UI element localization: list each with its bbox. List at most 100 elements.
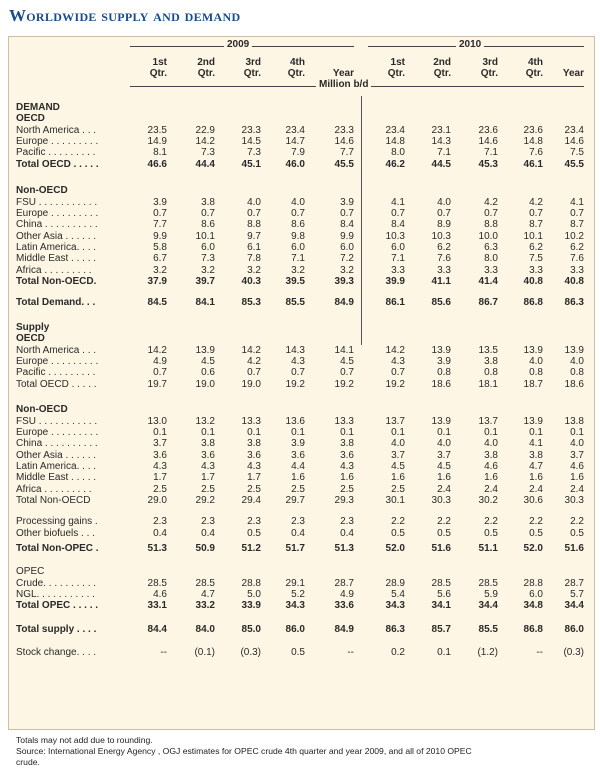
table-cell: 3.8 <box>201 438 215 449</box>
table-cell: 30.6 <box>523 495 543 506</box>
table-cell: 5.6 <box>437 589 451 600</box>
table-cell: 8.8 <box>247 219 261 230</box>
table-cell: 4.9 <box>153 356 167 367</box>
table-row: FSU . . . . . . . . . . . 3.9 3.8 4.0 4.0 3.9… <box>0 197 600 208</box>
column-header: Year <box>310 57 354 79</box>
table-cell: 0.1 <box>437 647 451 658</box>
table-cell: 14.6 <box>478 136 498 147</box>
table-cell: 51.1 <box>478 543 498 554</box>
table-cell: 1.6 <box>437 472 451 483</box>
row-label: Crude. . . . . . . . . . <box>16 578 97 589</box>
row-label: Total Non-OPEC . <box>16 543 99 554</box>
table-cell: 13.9 <box>195 345 215 356</box>
table-cell: 30.2 <box>478 495 498 506</box>
table-row: Other Asia . . . . . . 9.9 10.1 9.7 9.8 9.9 10… <box>0 231 600 242</box>
table-cell: 46.6 <box>147 159 167 170</box>
table-cell: 0.2 <box>391 647 405 658</box>
table-cell: 7.3 <box>201 147 215 158</box>
year-label: 2010 <box>456 39 485 50</box>
table-cell: 0.4 <box>201 528 215 539</box>
table-cell: 41.1 <box>431 276 451 287</box>
table-cell: 4.0 <box>529 356 543 367</box>
table-cell: 9.9 <box>340 231 354 242</box>
table-cell: 0.7 <box>291 367 305 378</box>
table-cell: 4.3 <box>391 356 405 367</box>
table-row: Europe . . . . . . . . . 14.9 14.2 14.5 14.7… <box>0 136 600 147</box>
table-cell: 34.1 <box>431 600 451 611</box>
table-cell: -- <box>536 647 543 658</box>
table-cell: 85.5 <box>478 624 498 635</box>
row-label: Pacific . . . . . . . . . <box>16 147 96 158</box>
row-label: China . . . . . . . . . . <box>16 438 98 449</box>
year-header-2009: 2009 <box>130 39 354 52</box>
table-cell: 4.1 <box>529 438 543 449</box>
table-cell: 4.6 <box>484 461 498 472</box>
table-cell: 2.4 <box>437 484 451 495</box>
table-cell: 3.9 <box>153 197 167 208</box>
table-cell: 0.5 <box>570 528 584 539</box>
row-label: Europe . . . . . . . . . <box>16 136 99 147</box>
table-cell: 6.0 <box>201 242 215 253</box>
table-cell: 1.6 <box>291 472 305 483</box>
column-header-line2: Qtr. <box>149 68 167 79</box>
table-cell: 14.6 <box>334 136 354 147</box>
table-cell: 14.5 <box>241 136 261 147</box>
table-cell: 22.9 <box>195 125 215 136</box>
table-cell: 3.8 <box>484 450 498 461</box>
table-cell: 3.3 <box>437 265 451 276</box>
table-cell: 86.0 <box>285 624 305 635</box>
row-label: DEMAND <box>16 102 60 113</box>
table-cell: 0.1 <box>201 427 215 438</box>
table-cell: 0.1 <box>340 427 354 438</box>
column-header: 1st Qtr. <box>361 57 405 79</box>
table-cell: 28.8 <box>241 578 261 589</box>
table-cell: 3.6 <box>340 450 354 461</box>
table-cell: 23.5 <box>147 125 167 136</box>
table-cell: 0.7 <box>484 208 498 219</box>
unit-label: Million b/d <box>316 79 372 90</box>
table-cell: 29.1 <box>285 578 305 589</box>
table-cell: 7.2 <box>340 253 354 264</box>
table-cell: 4.0 <box>484 438 498 449</box>
table-cell: 4.5 <box>340 356 354 367</box>
column-header-line1: 2nd <box>197 57 215 68</box>
table-cell: 4.2 <box>529 197 543 208</box>
table-cell: 23.3 <box>334 125 354 136</box>
row-label: Pacific . . . . . . . . . <box>16 367 96 378</box>
table-cell: 86.1 <box>385 297 405 308</box>
table-cell: 28.5 <box>147 578 167 589</box>
year-header-2010: 2010 <box>368 39 584 52</box>
column-header-line2: Qtr. <box>433 68 451 79</box>
row-label: OECD <box>16 113 45 124</box>
table-cell: 0.1 <box>484 427 498 438</box>
table-cell: 4.7 <box>529 461 543 472</box>
table-row: OECD <box>0 333 600 344</box>
table-cell: 23.6 <box>478 125 498 136</box>
table-cell: 14.9 <box>147 136 167 147</box>
table-cell: 45.5 <box>334 159 354 170</box>
row-label: Non-OECD <box>16 185 68 196</box>
table-cell: 34.4 <box>564 600 584 611</box>
table-cell: 3.3 <box>484 265 498 276</box>
table-cell: 1.7 <box>201 472 215 483</box>
table-cell: 4.0 <box>247 197 261 208</box>
column-header-line2: Qtr. <box>525 68 543 79</box>
table-cell: 44.5 <box>431 159 451 170</box>
table-cell: 7.9 <box>291 147 305 158</box>
table-cell: 0.6 <box>201 367 215 378</box>
row-label: FSU . . . . . . . . . . . <box>16 197 98 208</box>
table-cell: 0.5 <box>484 528 498 539</box>
table-cell: 34.3 <box>385 600 405 611</box>
row-label: Latin America. . . . <box>16 461 97 472</box>
table-cell: 4.0 <box>291 197 305 208</box>
table-row: China . . . . . . . . . . 3.7 3.8 3.8 3.9 3.8… <box>0 438 600 449</box>
table-cell: 86.3 <box>564 297 584 308</box>
table-cell: 5.9 <box>484 589 498 600</box>
row-label: North America . . . <box>16 345 97 356</box>
table-row: Latin America. . . . 4.3 4.3 4.3 4.4 4.3 4.5 4.… <box>0 461 600 472</box>
table-cell: -- <box>347 647 354 658</box>
table-cell: 3.7 <box>153 438 167 449</box>
row-label: Other Asia . . . . . . <box>16 450 97 461</box>
table-cell: 86.0 <box>564 624 584 635</box>
table-cell: 2.2 <box>391 516 405 527</box>
